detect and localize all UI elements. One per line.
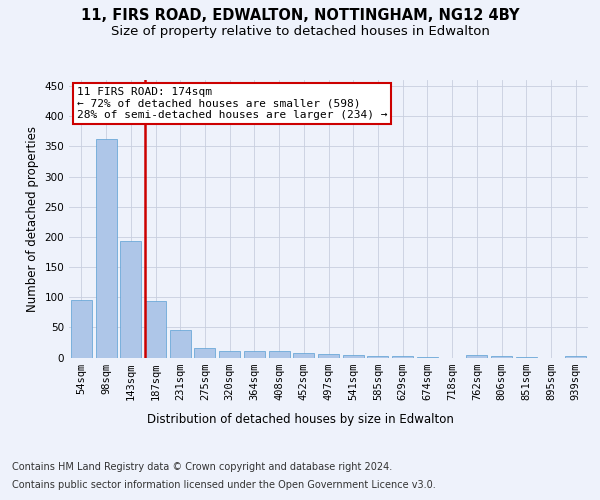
Text: 11 FIRS ROAD: 174sqm
← 72% of detached houses are smaller (598)
28% of semi-deta: 11 FIRS ROAD: 174sqm ← 72% of detached h…	[77, 87, 387, 120]
Bar	[145, 302, 166, 358]
Bar	[318, 354, 339, 358]
Text: Contains HM Land Registry data © Crown copyright and database right 2024.: Contains HM Land Registry data © Crown c…	[12, 462, 392, 472]
Bar	[491, 356, 512, 358]
Text: Size of property relative to detached houses in Edwalton: Size of property relative to detached ho…	[110, 25, 490, 38]
Y-axis label: Number of detached properties: Number of detached properties	[26, 126, 39, 312]
Bar	[120, 241, 141, 358]
Bar	[466, 355, 487, 358]
Bar	[392, 356, 413, 358]
Bar	[367, 356, 388, 358]
Bar	[194, 348, 215, 358]
Bar	[269, 352, 290, 358]
Text: 11, FIRS ROAD, EDWALTON, NOTTINGHAM, NG12 4BY: 11, FIRS ROAD, EDWALTON, NOTTINGHAM, NG1…	[81, 8, 519, 22]
Text: Distribution of detached houses by size in Edwalton: Distribution of detached houses by size …	[146, 412, 454, 426]
Bar	[95, 139, 116, 358]
Bar	[417, 357, 438, 358]
Bar	[219, 351, 240, 358]
Bar	[516, 357, 537, 358]
Bar	[170, 330, 191, 357]
Bar	[71, 300, 92, 358]
Text: Contains public sector information licensed under the Open Government Licence v3: Contains public sector information licen…	[12, 480, 436, 490]
Bar	[343, 355, 364, 358]
Bar	[565, 356, 586, 358]
Bar	[244, 352, 265, 358]
Bar	[293, 354, 314, 358]
